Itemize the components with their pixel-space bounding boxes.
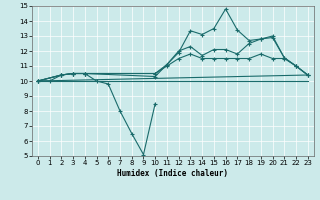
X-axis label: Humidex (Indice chaleur): Humidex (Indice chaleur) <box>117 169 228 178</box>
